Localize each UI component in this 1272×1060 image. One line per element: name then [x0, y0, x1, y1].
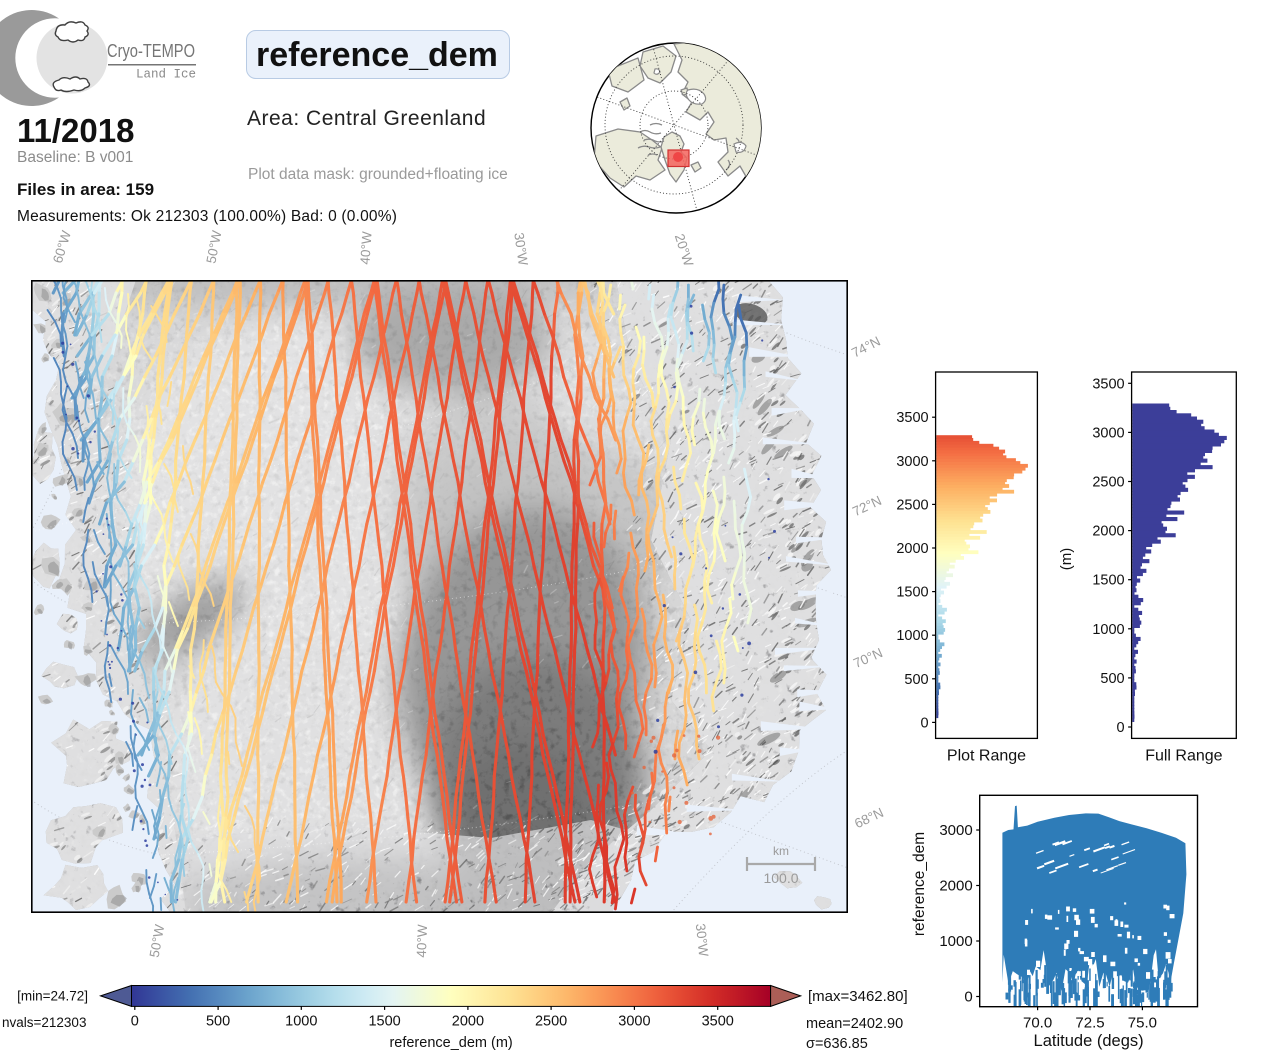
svg-text:3000: 3000 — [939, 822, 972, 839]
svg-text:2000: 2000 — [939, 878, 972, 895]
svg-text:100.0: 100.0 — [763, 870, 798, 886]
svg-text:(m): (m) — [1060, 548, 1075, 571]
svg-text:1500: 1500 — [368, 1013, 400, 1029]
svg-text:0: 0 — [921, 715, 929, 731]
svg-text:3500: 3500 — [702, 1013, 734, 1029]
svg-text:1500: 1500 — [1092, 573, 1124, 589]
svg-text:72.5: 72.5 — [1075, 1015, 1104, 1032]
svg-text:500: 500 — [904, 672, 928, 688]
svg-text:70.0: 70.0 — [1023, 1015, 1052, 1032]
svg-text:1500: 1500 — [896, 585, 928, 601]
svg-text:1000: 1000 — [939, 933, 972, 950]
svg-text:1000: 1000 — [896, 628, 928, 644]
svg-text:[max=3462.80]: [max=3462.80] — [808, 988, 908, 1005]
svg-text:Full Range: Full Range — [1145, 747, 1222, 764]
svg-text:Land Ice: Land Ice — [136, 68, 196, 82]
svg-text:500: 500 — [206, 1013, 230, 1029]
svg-text:Cryo-TEMPO: Cryo-TEMPO — [107, 40, 195, 61]
svg-text:0: 0 — [1117, 720, 1125, 736]
svg-text:3000: 3000 — [618, 1013, 650, 1029]
svg-text:3000: 3000 — [1092, 425, 1124, 441]
svg-text:2500: 2500 — [535, 1013, 567, 1029]
svg-text:reference_dem (m): reference_dem (m) — [389, 1035, 512, 1051]
svg-text:500: 500 — [1100, 671, 1124, 687]
svg-text:3500: 3500 — [1092, 376, 1124, 392]
svg-text:2000: 2000 — [1092, 524, 1124, 540]
svg-text:75.0: 75.0 — [1128, 1015, 1157, 1032]
svg-text:km: km — [773, 844, 789, 858]
svg-text:0: 0 — [964, 989, 972, 1006]
svg-text:[min=24.72]: [min=24.72] — [17, 988, 88, 1003]
svg-text:3000: 3000 — [896, 454, 928, 470]
svg-text:Plot Range: Plot Range — [947, 747, 1026, 764]
svg-text:nvals=212303: nvals=212303 — [2, 1015, 86, 1030]
svg-text:Latitude (degs): Latitude (degs) — [1034, 1032, 1144, 1050]
svg-text:σ=636.85: σ=636.85 — [806, 1036, 868, 1052]
svg-text:0: 0 — [131, 1013, 139, 1029]
svg-text:2000: 2000 — [452, 1013, 484, 1029]
svg-text:3500: 3500 — [896, 410, 928, 426]
svg-text:2500: 2500 — [1092, 475, 1124, 491]
svg-text:mean=2402.90: mean=2402.90 — [806, 1016, 903, 1032]
svg-text:1000: 1000 — [285, 1013, 317, 1029]
svg-text:2000: 2000 — [896, 541, 928, 557]
svg-text:2500: 2500 — [896, 497, 928, 513]
svg-text:1000: 1000 — [1092, 622, 1124, 638]
svg-text:reference_dem: reference_dem — [911, 832, 928, 936]
